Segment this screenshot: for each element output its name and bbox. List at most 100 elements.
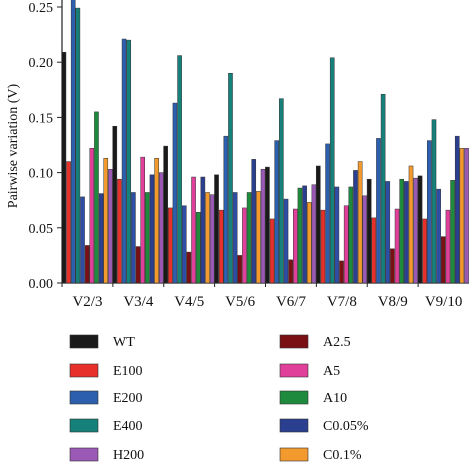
bar: [353, 170, 358, 284]
y-tick-label: 0.05: [29, 222, 54, 237]
bar: [200, 176, 206, 284]
bar: [274, 140, 280, 284]
bar: [431, 119, 437, 284]
legend-label: WT: [113, 335, 135, 350]
bar: [348, 186, 354, 284]
bar: [66, 161, 71, 284]
bar: [75, 7, 81, 284]
bar: [117, 178, 122, 284]
bar: [181, 205, 187, 284]
legend-label: A10: [323, 391, 347, 406]
legend-swatch: [279, 334, 309, 349]
bar: [246, 192, 252, 284]
bar: [242, 207, 247, 284]
legend-label: C0.1%: [323, 448, 362, 463]
bar: [256, 191, 261, 284]
bar: [131, 192, 136, 284]
bar: [172, 102, 178, 284]
bar: [84, 245, 90, 284]
x-tick-label: V9/10: [425, 294, 463, 310]
bar: [329, 57, 335, 284]
bar: [385, 181, 391, 284]
x-tick-label: V3/4: [123, 294, 154, 310]
legend-swatch: [69, 447, 99, 462]
legend-swatch: [69, 363, 99, 378]
y-tick-label: 0.20: [29, 56, 54, 71]
bar: [177, 55, 182, 284]
legend-swatch: [279, 363, 309, 378]
bar: [103, 158, 109, 284]
bar: [265, 166, 270, 284]
bar: [417, 175, 423, 284]
bar: [94, 111, 99, 284]
bar: [209, 194, 215, 284]
bar: [145, 192, 150, 284]
legend-swatch: [279, 447, 309, 462]
bar: [168, 207, 173, 284]
legend-label: C0.05%: [323, 419, 369, 434]
legend-swatch: [69, 390, 99, 405]
y-axis-label: Pairwise variation (V): [6, 83, 21, 208]
bar: [126, 39, 132, 284]
bar: [269, 218, 275, 284]
legend-swatch: [69, 334, 99, 349]
bar: [413, 177, 418, 284]
legend-label: E200: [113, 391, 143, 406]
legend-label: E100: [113, 364, 143, 379]
bar: [98, 193, 104, 284]
y-tick-label: 0.25: [29, 1, 54, 16]
bar: [320, 209, 326, 284]
bar: [436, 188, 441, 284]
bar: [237, 255, 243, 284]
y-tick-label: 0.00: [29, 277, 54, 292]
bar: [427, 140, 432, 284]
bar: [251, 159, 257, 284]
bar: [325, 143, 330, 284]
bar: [371, 217, 377, 284]
bar: [228, 72, 233, 284]
bar: [422, 218, 427, 284]
bar: [315, 165, 321, 284]
bars-layer: [61, 0, 469, 284]
bar: [357, 161, 363, 284]
bar: [297, 187, 303, 284]
bar: [149, 174, 155, 284]
bar: [140, 156, 145, 284]
bar: [214, 174, 219, 284]
y-tick-label: 0.15: [29, 111, 54, 126]
bar: [302, 185, 307, 284]
legend-label: H200: [113, 448, 144, 463]
bar: [343, 205, 349, 284]
bar: [205, 192, 210, 284]
bar: [408, 165, 414, 284]
y-tick-label: 0.10: [29, 167, 54, 182]
bar: [108, 169, 113, 284]
bar: [454, 135, 460, 284]
bar: [339, 260, 344, 284]
bar: [394, 208, 400, 284]
bar: [306, 202, 312, 284]
axis-layer: 0.00 0.05 0.10 0.15 0.20 0.25 V2/3 V3/4 V4/5 V5/6…: [29, 0, 469, 310]
bar: [293, 208, 298, 284]
bar: [121, 38, 127, 284]
bar: [70, 0, 76, 284]
legend-label: A2.5: [323, 335, 351, 350]
bar: [195, 212, 201, 284]
bar: [279, 98, 284, 284]
bar: [440, 236, 446, 284]
legend-label: E400: [113, 419, 143, 434]
bar: [232, 192, 238, 284]
x-tick-label: V8/9: [378, 294, 408, 310]
bar: [334, 186, 340, 284]
bar: [450, 180, 455, 284]
x-tick-label: V6/7: [276, 294, 307, 310]
bar: [459, 148, 465, 284]
bar: [154, 158, 159, 284]
bar: [80, 196, 85, 284]
bar: [376, 138, 381, 284]
bar: [464, 148, 469, 284]
x-tick-label: V4/5: [174, 294, 204, 310]
bar: [186, 251, 192, 284]
bar: [163, 145, 168, 284]
